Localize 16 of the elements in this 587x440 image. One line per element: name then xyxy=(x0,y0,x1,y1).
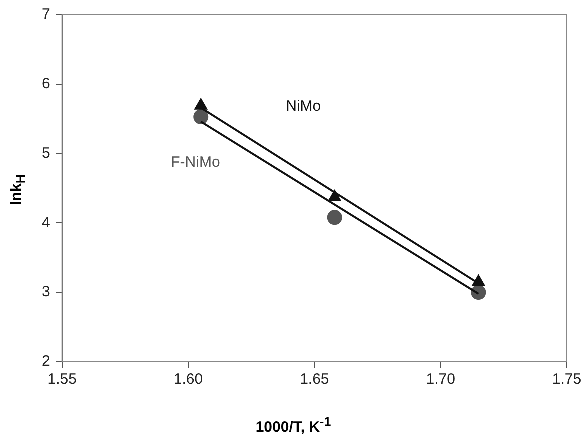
y-tick-label: 2 xyxy=(42,353,50,370)
text: NiMo xyxy=(286,98,322,115)
x-tick-label: 1.75 xyxy=(552,371,582,388)
x-tick-label: 1.55 xyxy=(48,371,77,388)
x-tick-label: 1.60 xyxy=(174,371,204,388)
y-tick-label: 6 xyxy=(42,76,50,93)
x-tick-label: 1.70 xyxy=(426,371,456,388)
text: F-NiMo xyxy=(171,154,220,172)
x-axis-title: 1000/T, K$^{-1}$ xyxy=(254,415,332,436)
y-tick-label: 4 xyxy=(42,214,50,232)
point xyxy=(194,98,208,110)
y-tick-label: 3 xyxy=(42,284,50,301)
x-tick-label: 1.65 xyxy=(300,371,330,388)
point xyxy=(327,210,342,226)
y-tick-label: 5 xyxy=(42,144,50,162)
y-tick-label: 7 xyxy=(42,6,50,24)
